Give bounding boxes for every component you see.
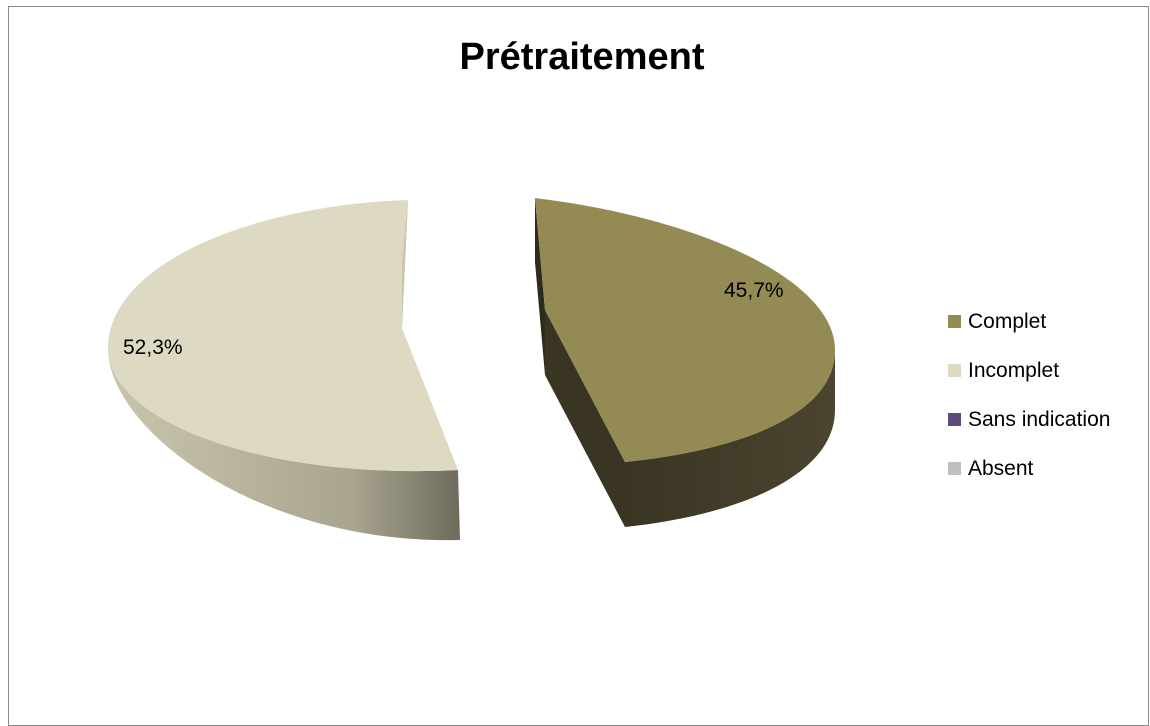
legend-swatch-sans-indication: [948, 413, 961, 426]
slice-incomplet-edge: [402, 200, 408, 328]
legend-item-incomplet: Incomplet: [948, 346, 1110, 395]
slice-complet-side: [625, 350, 835, 527]
chart-title: Prétraitement: [459, 36, 705, 78]
chart-legend: Complet Incomplet Sans indication Absent: [948, 297, 1110, 493]
slice-incomplet-top: [108, 200, 458, 472]
legend-swatch-complet: [948, 315, 961, 328]
data-label-complet: 45,7%: [724, 279, 784, 302]
legend-item-complet: Complet: [948, 297, 1110, 346]
legend-label-complet: Complet: [968, 309, 1047, 333]
slice-complet-inner-side: [545, 310, 625, 527]
legend-label-incomplet: Incomplet: [968, 358, 1060, 382]
data-label-incomplet: 52,3%: [123, 336, 183, 359]
slice-incomplet-side: [108, 348, 460, 541]
legend-swatch-incomplet: [948, 364, 961, 377]
pie-chart: 45,7% 52,3%: [108, 198, 835, 541]
legend-label-absent: Absent: [968, 456, 1034, 480]
legend-item-absent: Absent: [948, 444, 1110, 493]
legend-label-sans-indication: Sans indication: [968, 407, 1111, 431]
pie-slice-complet: [535, 198, 835, 527]
legend-swatch-absent: [948, 462, 961, 475]
legend-item-sans-indication: Sans indication: [948, 395, 1110, 444]
slice-complet-top: [535, 198, 835, 462]
slice-complet-front: [535, 198, 545, 375]
pie-slice-incomplet: [108, 200, 460, 541]
